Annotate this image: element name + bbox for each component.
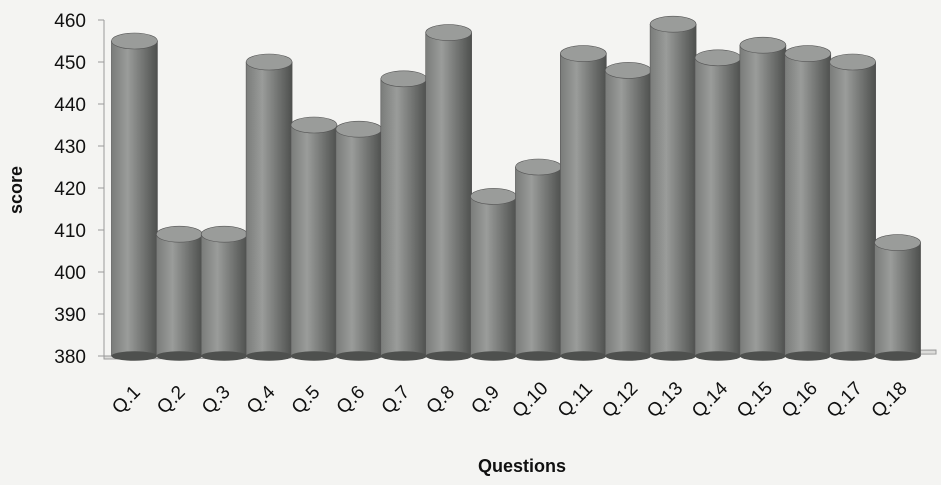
bar-top [649, 15, 697, 33]
bar-base [201, 351, 248, 361]
bar [290, 124, 338, 357]
bar-top [380, 70, 428, 88]
bar-base [515, 351, 562, 361]
y-axis-title: score [6, 166, 26, 214]
bar-top [515, 158, 562, 176]
bar [111, 40, 158, 357]
bar [560, 53, 607, 357]
bar-base [829, 351, 876, 361]
bar [649, 23, 697, 357]
y-tick-label: 430 [54, 137, 86, 158]
bar [604, 70, 652, 357]
bar-top [560, 45, 607, 62]
bar-base [156, 351, 203, 361]
bar [515, 166, 562, 357]
bar-base [291, 351, 337, 361]
x-tick-label: Q.12 [598, 378, 642, 422]
bar [829, 61, 876, 357]
bar-top [335, 120, 383, 138]
bar-top [784, 45, 832, 62]
x-tick-label: Q.5 [288, 382, 325, 419]
bar [335, 128, 383, 357]
y-tick-label: 390 [54, 305, 86, 326]
bar-top [829, 53, 876, 71]
x-axis-title: Questions [478, 456, 566, 476]
y-tick-label: 440 [54, 95, 86, 116]
x-tick-label: Q.4 [243, 382, 280, 419]
x-tick-label: Q.16 [778, 378, 822, 422]
x-tick-label: Q.2 [153, 382, 190, 419]
bar-base [246, 351, 293, 361]
y-tick-label: 410 [54, 221, 86, 242]
bar-top [200, 225, 248, 243]
bar [739, 44, 787, 357]
bar-top [604, 62, 652, 79]
x-tick-label: Q.8 [423, 382, 460, 419]
bar [470, 196, 517, 357]
bar [156, 233, 203, 357]
bar-base [111, 351, 158, 361]
bar-base [784, 351, 831, 361]
x-tick-label: Q.18 [868, 378, 912, 422]
x-tick-label: Q.7 [378, 382, 415, 419]
bar-top [156, 225, 203, 243]
bar-top [739, 36, 787, 54]
bar [425, 32, 472, 357]
x-tick-label: Q.17 [823, 378, 867, 422]
bar-base [380, 351, 427, 361]
bar [200, 233, 248, 357]
x-tick-label: Q.15 [733, 378, 777, 422]
x-tick-label: Q.13 [643, 378, 687, 422]
x-tick-label: Q.6 [333, 382, 370, 419]
bar [784, 53, 832, 357]
bar-base [335, 351, 382, 361]
bar-base [650, 351, 697, 361]
bar-top [874, 234, 921, 251]
x-tick-label: Q.3 [198, 382, 235, 419]
y-tick-label: 450 [54, 53, 86, 74]
y-tick-label: 380 [54, 347, 86, 368]
bar-base [560, 351, 607, 361]
bar-base [739, 351, 786, 361]
bar-base [425, 351, 472, 361]
x-tick-label: Q.11 [554, 379, 597, 422]
bar-base [695, 351, 741, 361]
bar-top [425, 24, 472, 41]
bar [245, 61, 293, 357]
x-tick-label: Q.1 [108, 382, 145, 419]
bar-top [245, 53, 293, 71]
y-tick-label: 420 [54, 179, 86, 200]
bar-top [470, 188, 517, 205]
bar [380, 78, 428, 357]
bar-base [470, 351, 517, 361]
y-tick-label: 400 [54, 263, 86, 284]
y-tick-label: 460 [54, 11, 86, 32]
bar-top [111, 32, 158, 50]
x-tick-label: Q.14 [688, 378, 732, 422]
bar-top [694, 49, 742, 67]
bar [874, 242, 921, 357]
bar [694, 57, 742, 357]
bar-base [874, 351, 921, 361]
x-tick-label: Q.9 [467, 382, 504, 419]
bar-top [290, 116, 338, 134]
x-tick-label: Q.10 [509, 378, 553, 422]
bar-base [605, 351, 652, 361]
